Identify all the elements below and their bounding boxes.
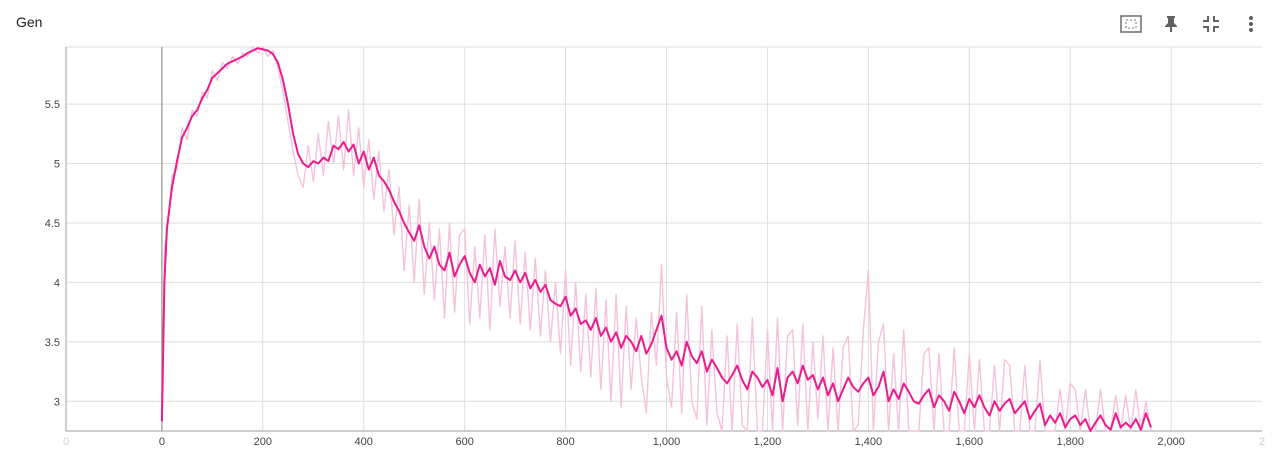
- x-tick-label: 400: [355, 436, 373, 448]
- more-button[interactable]: [1236, 10, 1266, 38]
- y-tick-label: 5: [54, 159, 60, 171]
- collapse-icon: [1203, 16, 1219, 32]
- x-tick-label: 2,000: [1157, 436, 1185, 448]
- y-tick-label: 4.5: [45, 218, 60, 230]
- y-tick-label: 5.5: [45, 99, 60, 111]
- x-tick-label: 600: [455, 436, 473, 448]
- x-tick-label: 1,800: [1056, 436, 1084, 448]
- y-tick-label: 3: [54, 396, 60, 408]
- chart-toolbar: [1116, 10, 1266, 38]
- x-tick-label: 800: [556, 436, 574, 448]
- y-tick-label: 4: [54, 277, 60, 289]
- chart-ticks: 0 0 200 400 600 800 1,000 1,200 1,400 1,600 1,800 2…: [45, 99, 1265, 448]
- x-tick-label: 200: [254, 436, 272, 448]
- x-tick-label: 1,400: [855, 436, 883, 448]
- raw-series-line: [161, 46, 1152, 432]
- chart-axes: [65, 47, 1262, 432]
- chart-grid: [66, 46, 1262, 431]
- x-tick-label: 2: [1259, 436, 1265, 448]
- chart-series: [160, 46, 1152, 432]
- smoothed-series-line: [160, 47, 1152, 432]
- x-tick-label: 0: [63, 436, 69, 448]
- x-tick-label: 1,000: [653, 436, 681, 448]
- collapse-button[interactable]: [1196, 10, 1226, 38]
- y-tick-label: 3.5: [45, 337, 60, 349]
- pin-icon: [1165, 16, 1177, 32]
- x-tick-label: 0: [159, 436, 165, 448]
- x-tick-label: 1,200: [754, 436, 782, 448]
- x-tick-label: 1,600: [956, 436, 984, 448]
- more-vert-icon: [1249, 16, 1253, 32]
- chart-title: Gen: [16, 14, 43, 30]
- pin-button[interactable]: [1156, 10, 1186, 38]
- fit-domain-icon: [1120, 15, 1142, 33]
- fit-domain-button[interactable]: [1116, 10, 1146, 38]
